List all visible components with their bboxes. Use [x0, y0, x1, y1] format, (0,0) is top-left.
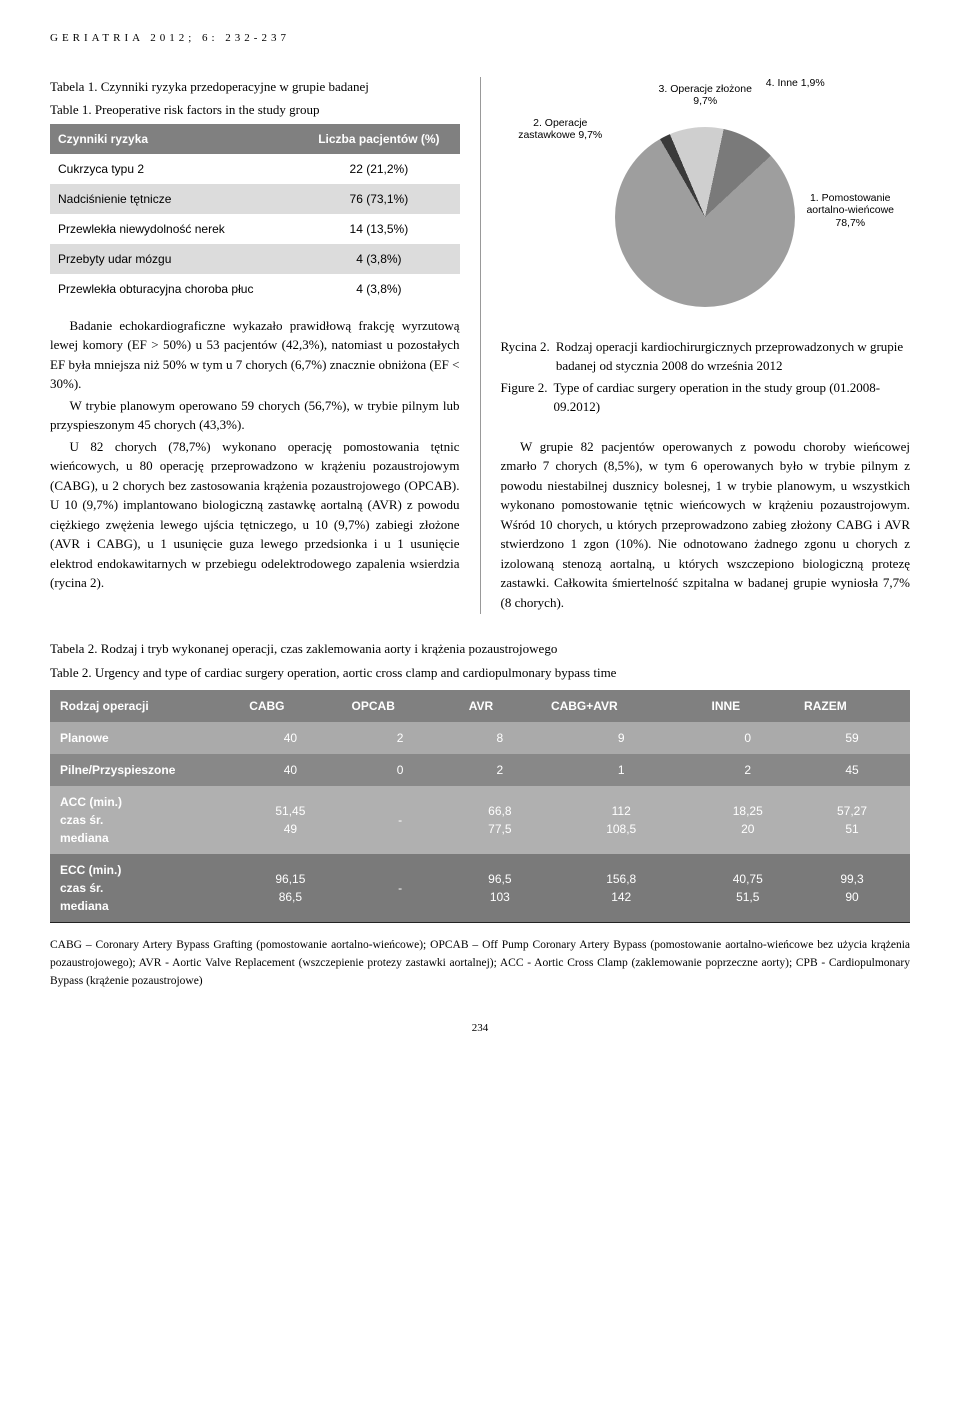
- wide-table-cell: ACC (min.)czas śr.mediana: [50, 786, 239, 854]
- wide-table-cell: 2: [342, 722, 459, 754]
- pie-slice-label: 1. Pomostowanie aortalno-wieńcowe 78,7%: [795, 192, 905, 230]
- wide-table-cell: 51,4549: [239, 786, 341, 854]
- left-para-2: W trybie planowym operowano 59 chorych (…: [50, 396, 460, 435]
- upper-columns: Tabela 1. Czynniki ryzyka przedoperacyjn…: [50, 77, 910, 615]
- table-row: ECC (min.)czas śr.mediana96,1586,5-96,51…: [50, 854, 910, 923]
- figure2-label-en: Figure 2.: [501, 378, 548, 417]
- risk-row-label: Przewlekła obturacyjna choroba płuc: [50, 274, 298, 304]
- left-column: Tabela 1. Czynniki ryzyka przedoperacyjn…: [50, 77, 460, 615]
- table1-caption-pl: Tabela 1. Czynniki ryzyka przedoperacyjn…: [50, 77, 460, 97]
- left-para-3: U 82 chorych (78,7%) wykonano operację p…: [50, 437, 460, 593]
- table2-footnote: CABG – Coronary Artery Bypass Grafting (…: [50, 937, 910, 990]
- table-row: Planowe40289059: [50, 722, 910, 754]
- figure2-caption: Rycina 2. Rodzaj operacji kardiochirurgi…: [501, 337, 911, 417]
- wide-table-cell: 45: [794, 754, 910, 786]
- risk-table-head-left: Czynniki ryzyka: [50, 124, 298, 154]
- wide-table-cell: 0: [701, 722, 794, 754]
- risk-row-label: Przebyty udar mózgu: [50, 244, 298, 274]
- risk-row-label: Nadciśnienie tętnicze: [50, 184, 298, 214]
- figure2-label-pl: Rycina 2.: [501, 337, 550, 376]
- wide-table-cell: 40: [239, 722, 341, 754]
- pie-slice-label: 3. Operacje złożone 9,7%: [645, 83, 765, 108]
- pie-disc: [615, 127, 795, 307]
- wide-table-cell: -: [342, 786, 459, 854]
- risk-table-head-right: Liczba pacjentów (%): [298, 124, 459, 154]
- figure2-text-pl: Rodzaj operacji kardiochirurgicznych prz…: [556, 337, 910, 376]
- table-row: Cukrzyca typu 222 (21,2%): [50, 154, 460, 184]
- wide-table-head-cell: AVR: [459, 690, 541, 722]
- wide-table-head-cell: OPCAB: [342, 690, 459, 722]
- wide-table-cell: 112108,5: [541, 786, 702, 854]
- right-para: W grupie 82 pacjentów operowanych z powo…: [501, 437, 911, 613]
- wide-table-cell: Planowe: [50, 722, 239, 754]
- table-row: ACC (min.)czas śr.mediana51,4549-66,877,…: [50, 786, 910, 854]
- wide-table-head-cell: CABG: [239, 690, 341, 722]
- wide-table-cell: ECC (min.)czas śr.mediana: [50, 854, 239, 923]
- risk-row-label: Przewlekła niewydolność nerek: [50, 214, 298, 244]
- wide-table-cell: 18,2520: [701, 786, 794, 854]
- wide-table-cell: 57,2751: [794, 786, 910, 854]
- wide-table-cell: -: [342, 854, 459, 923]
- pie-slice-label: 4. Inne 1,9%: [765, 77, 825, 90]
- page-header: GERIATRIA 2012; 6: 232-237: [50, 30, 910, 47]
- risk-row-value: 14 (13,5%): [298, 214, 459, 244]
- wide-table-cell: 8: [459, 722, 541, 754]
- left-para-1: Badanie echokardiograficzne wykazało pra…: [50, 316, 460, 394]
- wide-table-cell: 156,8142: [541, 854, 702, 923]
- pie-slice-label: 2. Operacje zastawkowe 9,7%: [515, 117, 605, 142]
- table-row: Przewlekła niewydolność nerek14 (13,5%): [50, 214, 460, 244]
- table-row: Przebyty udar mózgu4 (3,8%): [50, 244, 460, 274]
- wide-table-cell: 2: [701, 754, 794, 786]
- risk-factors-table: Czynniki ryzyka Liczba pacjentów (%) Cuk…: [50, 124, 460, 304]
- risk-row-value: 22 (21,2%): [298, 154, 459, 184]
- wide-table-cell: 99,390: [794, 854, 910, 923]
- wide-table-cell: 40: [239, 754, 341, 786]
- table-row: Przewlekła obturacyjna choroba płuc4 (3,…: [50, 274, 460, 304]
- wide-table-cell: Pilne/Przyspieszone: [50, 754, 239, 786]
- wide-table-cell: 96,5103: [459, 854, 541, 923]
- wide-table-head-cell: Rodzaj operacji: [50, 690, 239, 722]
- wide-table-head-cell: CABG+AVR: [541, 690, 702, 722]
- wide-table-cell: 66,877,5: [459, 786, 541, 854]
- wide-table-cell: 2: [459, 754, 541, 786]
- wide-table-cell: 0: [342, 754, 459, 786]
- risk-row-value: 4 (3,8%): [298, 244, 459, 274]
- wide-table-head-cell: INNE: [701, 690, 794, 722]
- right-column: 1. Pomostowanie aortalno-wieńcowe 78,7% 2…: [480, 77, 911, 615]
- wide-table-cell: 1: [541, 754, 702, 786]
- wide-table-head-cell: RAZEM: [794, 690, 910, 722]
- wide-table-cell: 40,7551,5: [701, 854, 794, 923]
- risk-row-value: 76 (73,1%): [298, 184, 459, 214]
- risk-row-label: Cukrzyca typu 2: [50, 154, 298, 184]
- operation-type-table: Rodzaj operacjiCABGOPCABAVRCABG+AVRINNER…: [50, 690, 910, 923]
- wide-table-cell: 59: [794, 722, 910, 754]
- table2-caption-pl: Tabela 2. Rodzaj i tryb wykonanej operac…: [50, 639, 910, 659]
- table1-caption-en: Table 1. Preoperative risk factors in th…: [50, 100, 460, 120]
- figure2-text-en: Type of cardiac surgery operation in the…: [553, 378, 910, 417]
- wide-table-cell: 9: [541, 722, 702, 754]
- table-row: Nadciśnienie tętnicze76 (73,1%): [50, 184, 460, 214]
- table-row: Pilne/Przyspieszone40021245: [50, 754, 910, 786]
- pie-chart: 1. Pomostowanie aortalno-wieńcowe 78,7%2…: [515, 77, 895, 327]
- page-number: 234: [50, 1020, 910, 1037]
- risk-row-value: 4 (3,8%): [298, 274, 459, 304]
- table2-caption-en: Table 2. Urgency and type of cardiac sur…: [50, 663, 910, 683]
- wide-table-cell: 96,1586,5: [239, 854, 341, 923]
